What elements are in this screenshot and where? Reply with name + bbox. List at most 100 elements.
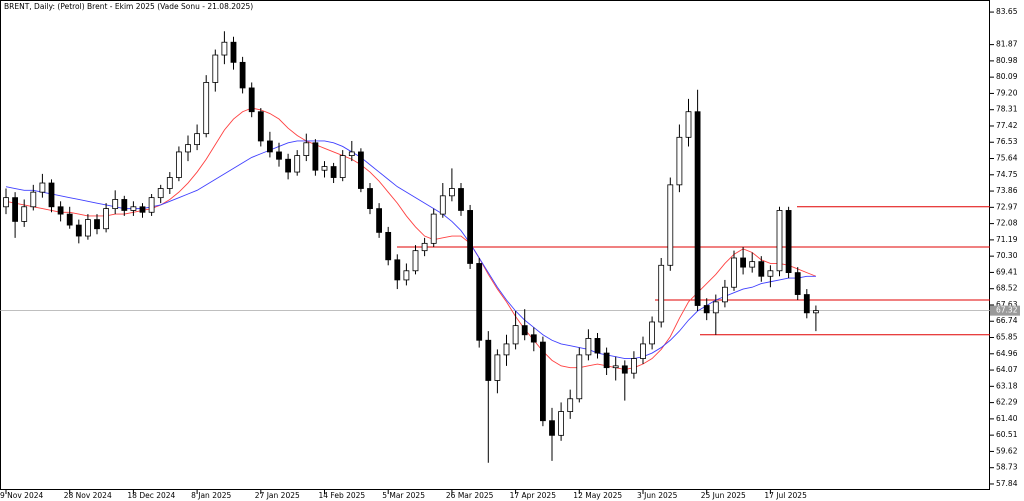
candle-body <box>85 219 91 237</box>
y-tick-label: 83.65 <box>996 7 1018 16</box>
candle-body <box>658 264 665 323</box>
y-tick-label: 80.98 <box>996 56 1018 65</box>
candle-body <box>448 188 455 197</box>
candle-body <box>21 206 28 222</box>
candle-body <box>185 144 191 153</box>
candle-body <box>712 301 719 314</box>
candle-body <box>494 354 501 381</box>
y-tick-label: 71.19 <box>996 235 1018 244</box>
candle-body <box>30 191 37 208</box>
candle-body <box>403 270 410 281</box>
candle-body <box>348 151 355 156</box>
candle-body <box>640 343 646 359</box>
y-tick-label: 57.84 <box>996 479 1018 488</box>
x-tick-label: 8 Jan 2025 <box>191 491 231 500</box>
candle-body <box>521 325 528 336</box>
candle-body <box>676 136 683 186</box>
y-tick-label: 74.75 <box>996 170 1018 179</box>
candle-body <box>467 210 474 264</box>
y-tick-label: 60.51 <box>996 430 1018 439</box>
y-tick-label: 63.18 <box>996 381 1018 390</box>
candle-body <box>48 182 55 208</box>
candle-body <box>330 166 337 178</box>
y-tick-label: 65.85 <box>996 333 1018 342</box>
x-tick-label: 14 Feb 2025 <box>319 491 366 500</box>
candle-body <box>212 54 219 83</box>
candle-body <box>540 341 546 422</box>
x-tick-label: 26 Mar 2025 <box>446 491 494 500</box>
candle-body <box>412 250 419 272</box>
candle-body <box>203 82 210 135</box>
candle-body <box>112 199 119 210</box>
candle-body <box>476 263 483 341</box>
candle-body <box>66 213 73 226</box>
candle-body <box>776 210 783 272</box>
candle-body <box>439 195 446 215</box>
y-tick-label: 68.52 <box>996 284 1018 293</box>
y-tick-label: 81.87 <box>996 40 1018 49</box>
candle-body <box>339 155 346 178</box>
candle-body <box>394 259 401 281</box>
candle-body <box>75 224 82 237</box>
candle-body <box>194 133 201 146</box>
candle-body <box>285 158 292 173</box>
candle-body <box>121 199 128 211</box>
y-tick-label: 72.08 <box>996 219 1018 228</box>
candle-body <box>530 334 537 343</box>
candle-body <box>276 151 282 160</box>
candle-body <box>39 182 46 193</box>
candle-body <box>248 87 255 113</box>
candle-body <box>603 352 610 369</box>
candle-body <box>649 321 655 345</box>
x-tick-label: 17 Jul 2025 <box>764 491 807 500</box>
y-tick-label: 59.62 <box>996 446 1018 455</box>
candle-body <box>803 294 810 314</box>
candle-body <box>130 206 137 211</box>
y-tick-label: 66.74 <box>996 316 1018 325</box>
candle-body <box>12 197 19 222</box>
plot-frame <box>0 0 990 490</box>
candle-body <box>458 188 464 211</box>
candle-body <box>585 338 592 356</box>
candle-body <box>512 325 519 345</box>
candle-body <box>785 210 792 274</box>
candle-body <box>567 398 574 412</box>
candle-body <box>421 242 428 252</box>
y-tick-label: 67.63 <box>996 300 1018 309</box>
candle-body <box>694 111 701 306</box>
x-tick-label: 27 Jan 2025 <box>255 491 300 500</box>
candle-body <box>703 305 710 314</box>
candle-body <box>503 343 510 356</box>
candle-body <box>94 219 100 230</box>
candle-body <box>485 339 492 381</box>
y-tick-label: 72.97 <box>996 202 1018 211</box>
x-tick-label: 12 May 2025 <box>573 491 622 500</box>
candle-body <box>57 206 64 215</box>
last-price-label: 67.32 <box>996 306 1018 315</box>
candle-body <box>631 358 637 374</box>
x-tick-label: 9 Nov 2024 <box>0 491 43 500</box>
candle-body <box>621 365 628 374</box>
candle-body <box>758 261 765 277</box>
candle-body <box>813 310 819 314</box>
x-tick-label: 28 Nov 2024 <box>64 491 112 500</box>
candle-body <box>103 208 109 230</box>
x-tick-label: 25 Jun 2025 <box>701 491 746 500</box>
candle-body <box>731 257 737 288</box>
candle-body <box>767 270 774 277</box>
x-tick-label: 17 Apr 2025 <box>510 491 557 500</box>
y-tick-label: 61.40 <box>996 414 1018 423</box>
y-tick-label: 64.96 <box>996 349 1018 358</box>
candle-body <box>157 188 164 199</box>
y-tick-label: 77.42 <box>996 121 1018 130</box>
candle-body <box>594 338 601 354</box>
candle-body <box>376 208 383 233</box>
y-tick-label: 78.31 <box>996 105 1018 114</box>
y-tick-label: 69.41 <box>996 267 1018 276</box>
chart-title: BRENT, Daily: (Petrol) Brent - Ekim 2025… <box>4 2 253 11</box>
candle-body <box>148 197 155 213</box>
candle-body <box>230 41 237 63</box>
candle-body <box>367 188 373 210</box>
y-tick-label: 76.53 <box>996 137 1018 146</box>
x-tick-label: 18 Dec 2024 <box>127 491 175 500</box>
